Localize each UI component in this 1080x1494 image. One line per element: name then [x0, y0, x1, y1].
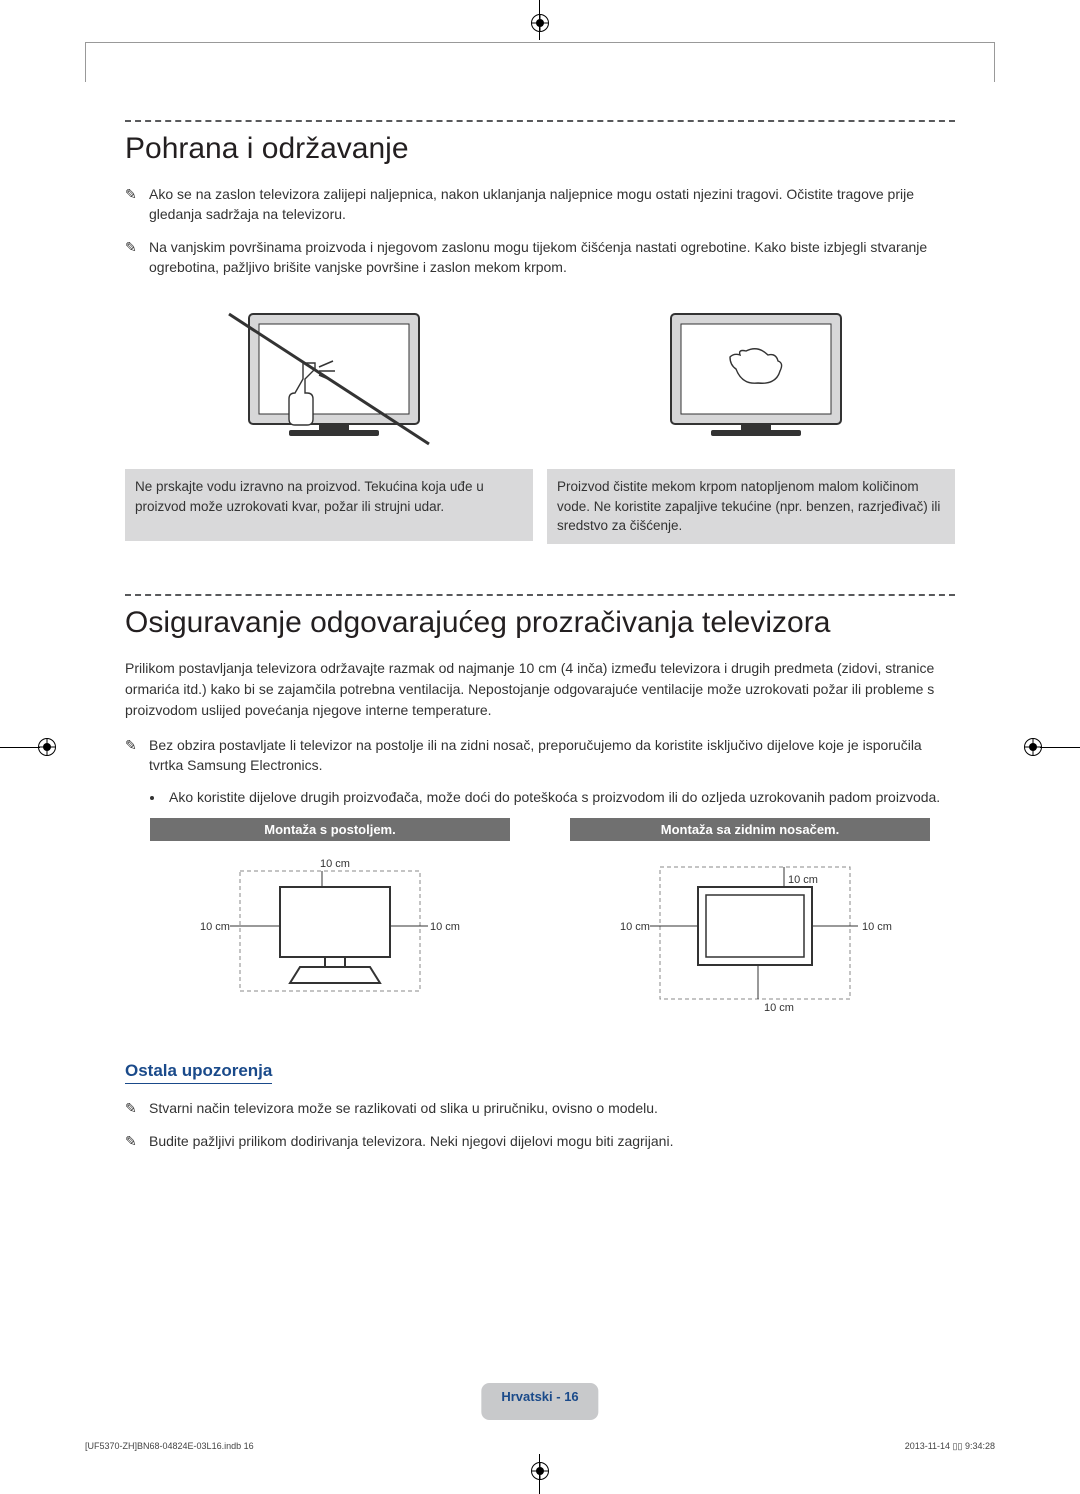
dim-label: 10 cm	[200, 921, 230, 933]
dim-label: 10 cm	[620, 921, 650, 933]
tv-cloth-illustration	[547, 289, 955, 469]
page-content: Pohrana i održavanje Ako se na zaslon te…	[125, 120, 955, 1163]
trim-line	[85, 42, 995, 43]
image-col: Proizvod čistite mekom krpom natopljenom…	[547, 289, 955, 544]
note-list: Ako se na zaslon televizora zalijepi nal…	[125, 184, 955, 277]
section-divider	[125, 120, 955, 122]
trim-line	[994, 42, 995, 82]
sub-bullet-list: Ako koristite dijelove drugih proizvođač…	[125, 787, 955, 808]
note-item: Bez obzira postavljate li televizor na p…	[125, 735, 955, 776]
image-caption: Proizvod čistite mekom krpom natopljenom…	[547, 469, 955, 544]
section-divider	[125, 594, 955, 596]
crop-mark	[0, 747, 40, 748]
image-row: Ne prskajte vodu izravno na proizvod. Te…	[125, 289, 955, 544]
trim-line	[85, 42, 86, 82]
note-list: Stvarni način televizora može se razliko…	[125, 1098, 955, 1151]
registration-mark	[38, 738, 56, 756]
dim-label: 10 cm	[862, 921, 892, 933]
print-footer: [UF5370-ZH]BN68-04824E-03L16.indb 16 201…	[85, 1441, 995, 1452]
print-file-path: [UF5370-ZH]BN68-04824E-03L16.indb 16	[85, 1441, 254, 1452]
section-title: Osiguravanje odgovarajućeg prozračivanja…	[125, 606, 955, 640]
registration-mark	[531, 1462, 549, 1480]
spacing-diagrams: Montaža s postoljem. 10 cm 10 cm 10 cm	[125, 818, 955, 1025]
crop-mark	[1040, 747, 1080, 748]
note-item: Ako se na zaslon televizora zalijepi nal…	[125, 184, 955, 225]
stand-mount-svg: 10 cm 10 cm 10 cm	[170, 853, 490, 1013]
registration-mark	[1024, 738, 1042, 756]
registration-mark	[531, 14, 549, 32]
sub-bullet-item: Ako koristite dijelove drugih proizvođač…	[165, 787, 955, 808]
section-title: Pohrana i održavanje	[125, 132, 955, 166]
print-timestamp: 2013-11-14 ▯▯ 9:34:28	[905, 1441, 995, 1452]
sub-heading: Ostala upozorenja	[125, 1061, 272, 1084]
diagram-header: Montaža s postoljem.	[150, 818, 510, 841]
dim-label: 10 cm	[430, 921, 460, 933]
diagram-header: Montaža sa zidnim nosačem.	[570, 818, 930, 841]
diagram-stand: Montaža s postoljem. 10 cm 10 cm 10 cm	[150, 818, 510, 1025]
dim-label: 10 cm	[788, 874, 818, 886]
note-item: Stvarni način televizora može se razliko…	[125, 1098, 955, 1118]
note-item: Na vanjskim površinama proizvoda i njego…	[125, 237, 955, 278]
tv-spray-illustration	[125, 289, 533, 469]
note-list: Bez obzira postavljate li televizor na p…	[125, 735, 955, 776]
body-paragraph: Prilikom postavljanja televizora održava…	[125, 658, 955, 721]
image-caption: Ne prskajte vodu izravno na proizvod. Te…	[125, 469, 533, 541]
note-item: Budite pažljivi prilikom dodirivanja tel…	[125, 1131, 955, 1151]
wall-mount-svg: 10 cm 10 cm 10 cm 10 cm	[590, 853, 910, 1013]
page-number-label: Hrvatski - 16	[501, 1389, 578, 1404]
dim-label: 10 cm	[320, 858, 350, 870]
image-col: Ne prskajte vodu izravno na proizvod. Te…	[125, 289, 533, 544]
page-number-badge: Hrvatski - 16	[481, 1383, 598, 1420]
dim-label: 10 cm	[764, 1002, 794, 1013]
diagram-wall: Montaža sa zidnim nosačem. 10 cm 10 cm 1…	[570, 818, 930, 1025]
